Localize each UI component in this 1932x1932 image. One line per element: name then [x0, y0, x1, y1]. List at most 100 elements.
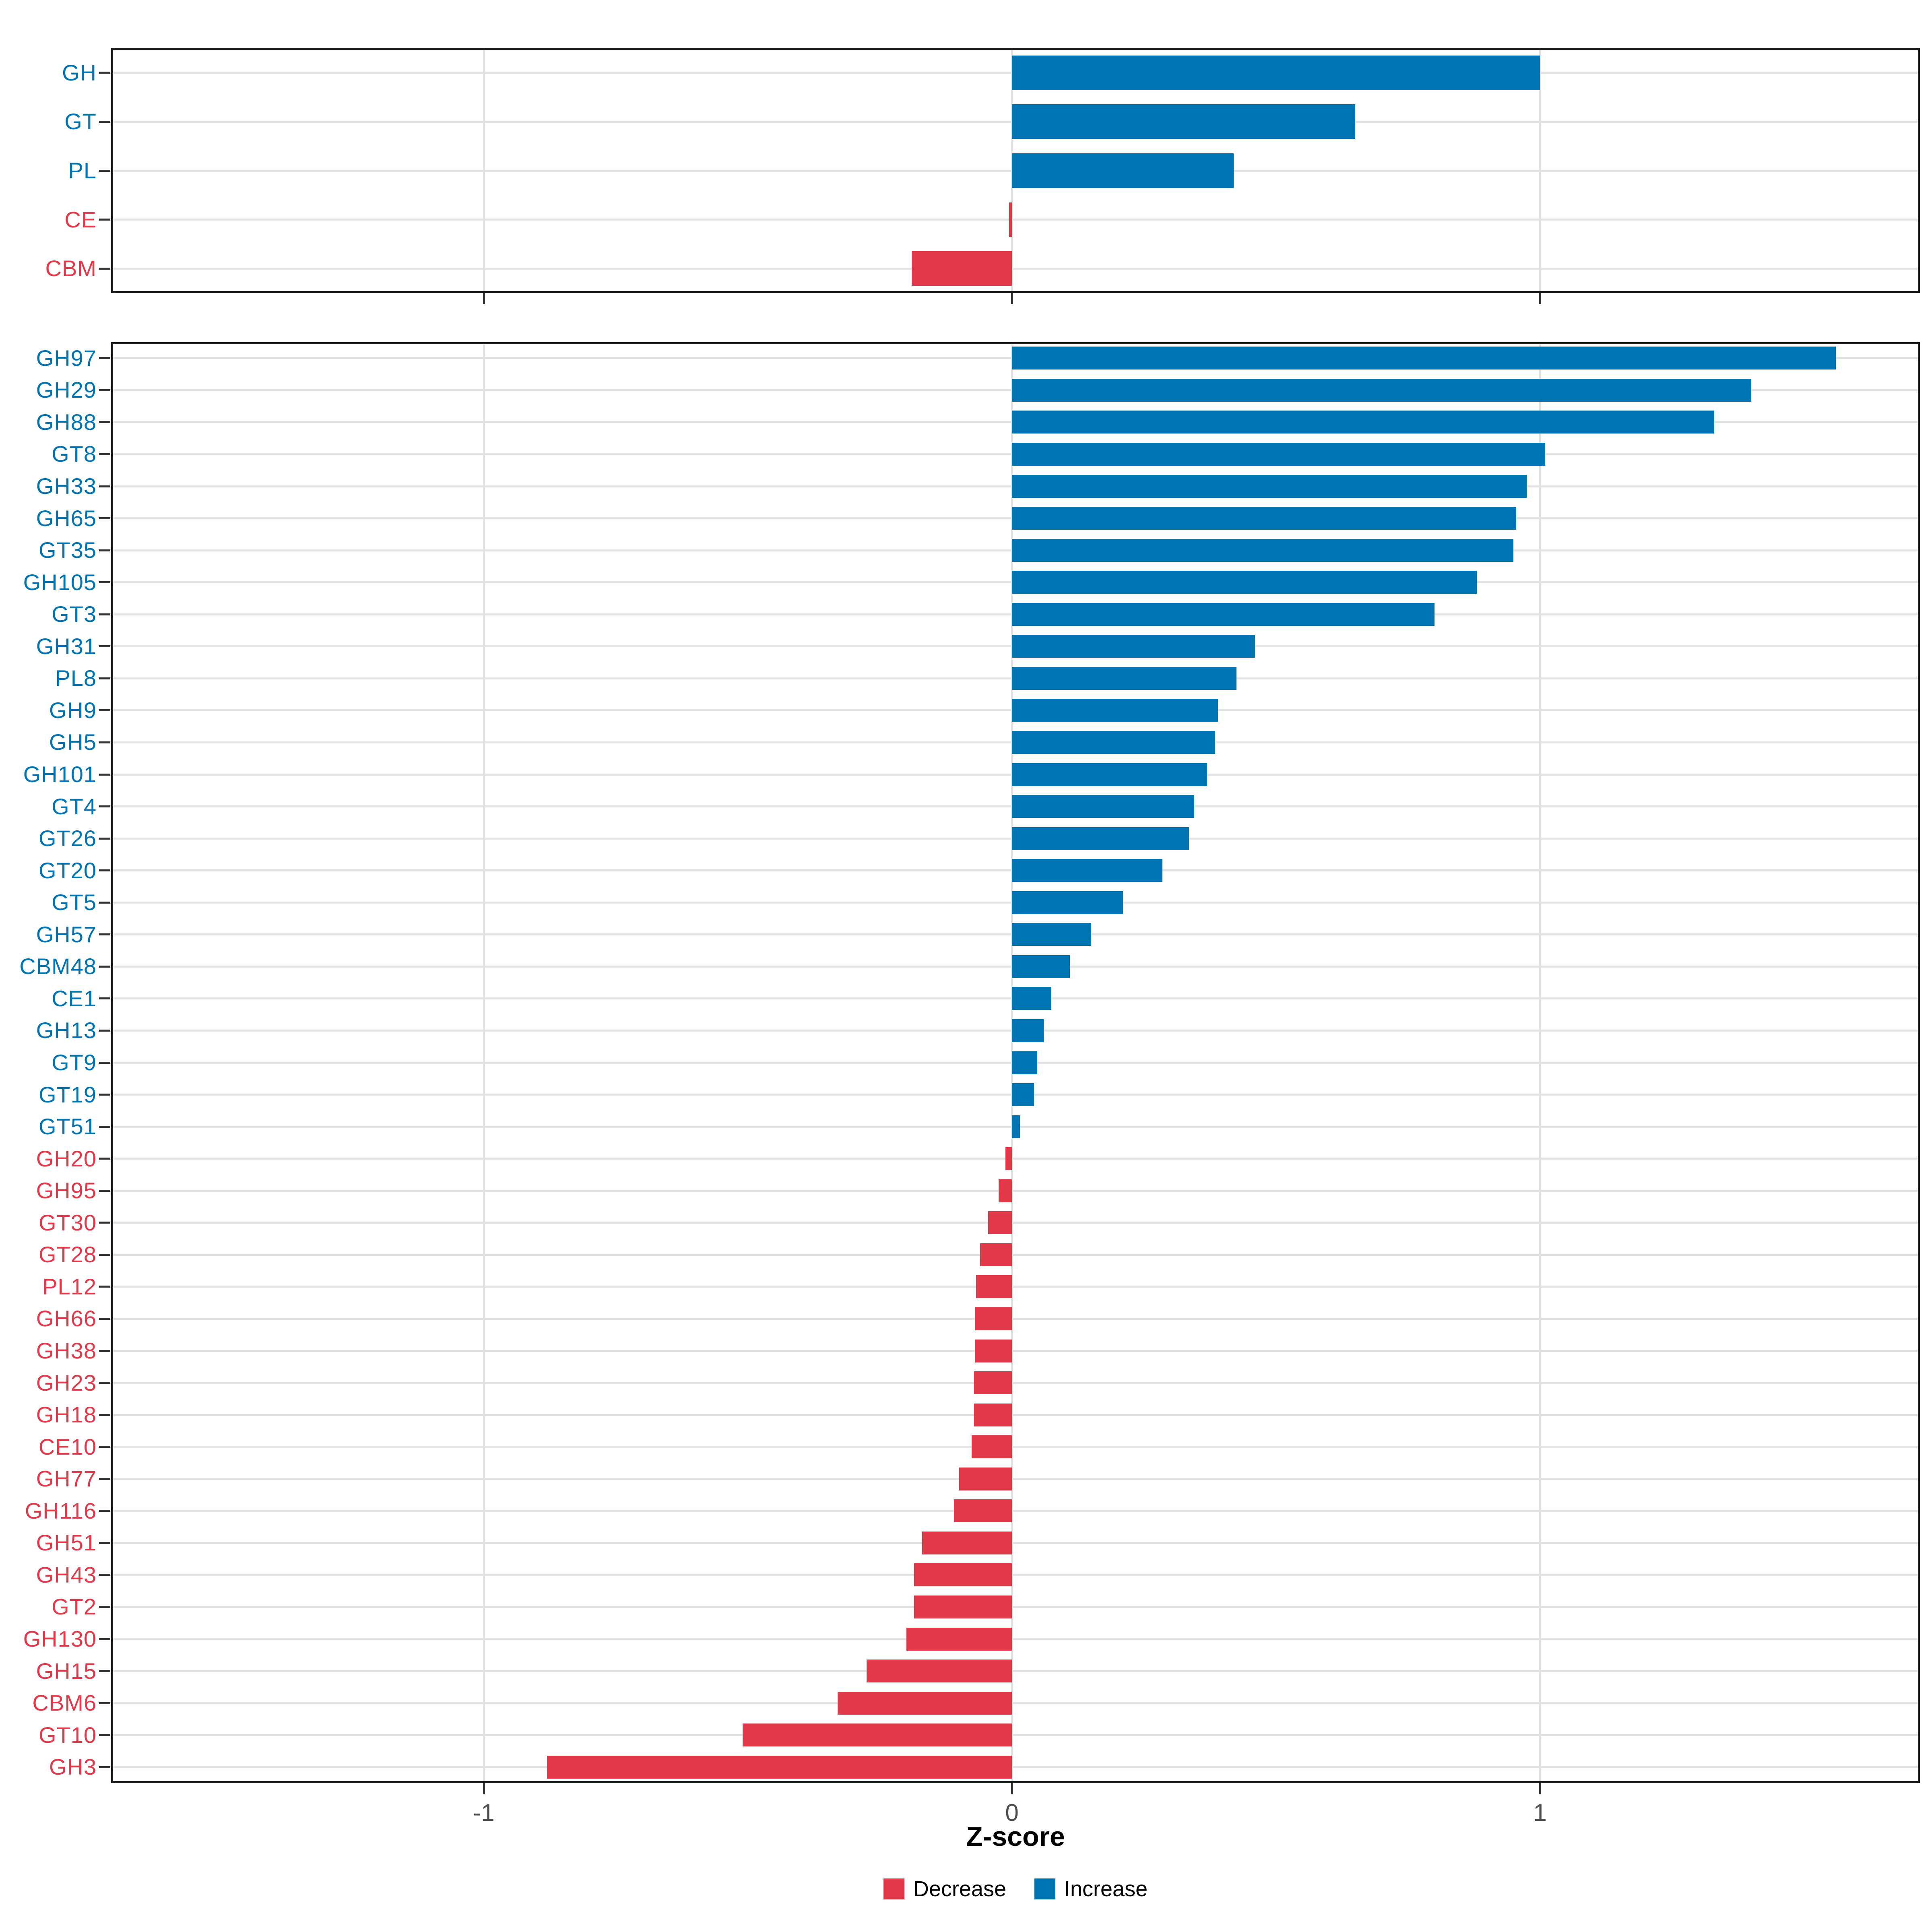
cazyme-families-panel — [111, 342, 1920, 1783]
x-tick — [1539, 1783, 1541, 1794]
category-label-CE10: CE10 — [38, 1434, 97, 1459]
category-label-GT28: GT28 — [38, 1242, 97, 1267]
h-gridline — [111, 267, 1920, 270]
category-label-CBM: CBM — [45, 256, 97, 281]
category-label-GH18: GH18 — [36, 1402, 97, 1428]
bar-GH29 — [1012, 378, 1751, 402]
category-label-GT51: GT51 — [38, 1114, 97, 1139]
h-gridline — [111, 219, 1920, 221]
h-gridline — [111, 1317, 1920, 1320]
legend-label-increase: Increase — [1064, 1877, 1148, 1901]
y-tick — [99, 869, 110, 872]
bar-GH88 — [1012, 411, 1714, 434]
bar-CE1 — [1012, 987, 1052, 1010]
h-gridline — [111, 1574, 1920, 1576]
y-tick — [99, 581, 110, 584]
category-label-GH33: GH33 — [36, 473, 97, 499]
y-tick — [99, 72, 110, 74]
category-label-PL12: PL12 — [42, 1274, 97, 1299]
y-tick — [99, 1542, 110, 1544]
y-tick — [99, 1253, 110, 1256]
y-tick — [99, 1222, 110, 1224]
h-gridline — [111, 1638, 1920, 1640]
x-tick — [483, 1783, 485, 1794]
y-tick — [99, 1574, 110, 1576]
y-tick — [99, 901, 110, 904]
y-tick — [99, 1350, 110, 1352]
h-gridline — [111, 1158, 1920, 1160]
bar-GH18 — [974, 1403, 1012, 1426]
bar-GT28 — [980, 1243, 1012, 1266]
category-label-CE: CE — [64, 206, 97, 232]
y-tick — [99, 709, 110, 712]
category-label-GT26: GT26 — [38, 826, 97, 851]
bar-GT51 — [1012, 1115, 1020, 1138]
category-label-GH88: GH88 — [36, 409, 97, 435]
category-label-CE1: CE1 — [52, 985, 97, 1011]
bar-GT35 — [1012, 539, 1514, 562]
bar-GT3 — [1012, 603, 1435, 626]
category-label-GH20: GH20 — [36, 1146, 97, 1171]
bar-GT8 — [1012, 442, 1546, 466]
y-tick — [99, 1317, 110, 1320]
y-tick — [99, 1158, 110, 1160]
y-tick — [99, 645, 110, 648]
increase-swatch-icon — [1034, 1878, 1055, 1899]
y-tick — [99, 517, 110, 520]
bar-GT — [1012, 104, 1355, 139]
category-label-GH9: GH9 — [49, 697, 97, 723]
legend-item-decrease: Decrease — [883, 1876, 1006, 1901]
category-label-GH116: GH116 — [25, 1498, 97, 1523]
y-tick — [99, 805, 110, 808]
y-tick — [99, 773, 110, 776]
bar-GH130 — [906, 1627, 1012, 1651]
category-label-GH95: GH95 — [36, 1178, 97, 1203]
h-gridline — [111, 1414, 1920, 1416]
x-axis-title: Z-score — [966, 1821, 1065, 1852]
category-label-GH43: GH43 — [36, 1562, 97, 1587]
category-label-GH66: GH66 — [36, 1306, 97, 1331]
bar-GH31 — [1012, 635, 1255, 658]
h-gridline — [111, 1670, 1920, 1672]
bar-CE — [1009, 202, 1012, 237]
bar-GT4 — [1012, 795, 1194, 818]
y-tick — [99, 933, 110, 936]
category-label-GH57: GH57 — [36, 921, 97, 947]
x-tick-label: -1 — [473, 1799, 495, 1826]
y-tick — [99, 1189, 110, 1192]
bar-GH116 — [954, 1499, 1012, 1523]
category-label-GT3: GT3 — [52, 601, 97, 627]
category-label-GT5: GT5 — [52, 890, 97, 915]
x-tick-label: 1 — [1533, 1799, 1547, 1826]
y-tick — [99, 549, 110, 551]
bar-GH33 — [1012, 475, 1527, 498]
y-tick — [99, 1766, 110, 1768]
y-tick — [99, 357, 110, 359]
h-gridline — [111, 1350, 1920, 1352]
y-tick — [99, 741, 110, 743]
category-label-GT10: GT10 — [38, 1722, 97, 1748]
bar-GT2 — [914, 1595, 1012, 1618]
bar-GH65 — [1012, 507, 1516, 530]
h-gridline — [111, 1253, 1920, 1256]
y-tick — [99, 965, 110, 968]
bar-GH23 — [974, 1371, 1012, 1395]
h-gridline — [111, 1766, 1920, 1768]
bar-GH3 — [547, 1755, 1012, 1779]
bar-GT20 — [1012, 859, 1162, 882]
y-tick — [99, 837, 110, 840]
category-label-GH23: GH23 — [36, 1370, 97, 1395]
category-label-PL: PL — [68, 158, 97, 183]
category-label-GH77: GH77 — [36, 1466, 97, 1492]
x-tick — [1011, 1783, 1013, 1794]
y-tick — [99, 997, 110, 1000]
y-tick — [99, 1734, 110, 1736]
bar-GH66 — [975, 1307, 1012, 1330]
bar-GT26 — [1012, 827, 1189, 850]
category-label-PL8: PL8 — [55, 665, 97, 691]
category-label-CBM48: CBM48 — [19, 954, 97, 979]
category-label-GH5: GH5 — [49, 729, 97, 755]
y-tick — [99, 485, 110, 487]
bar-CBM — [911, 251, 1012, 286]
